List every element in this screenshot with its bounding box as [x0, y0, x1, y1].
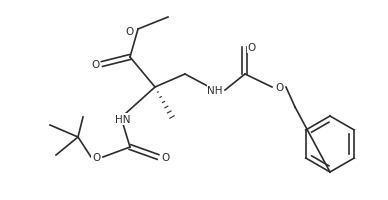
Text: NH: NH: [207, 86, 223, 96]
Text: HN: HN: [115, 114, 131, 124]
Text: O: O: [91, 60, 99, 70]
Text: O: O: [276, 83, 284, 93]
Text: O: O: [92, 152, 100, 162]
Text: O: O: [126, 27, 134, 37]
Text: O: O: [248, 43, 256, 53]
Text: O: O: [161, 152, 169, 162]
